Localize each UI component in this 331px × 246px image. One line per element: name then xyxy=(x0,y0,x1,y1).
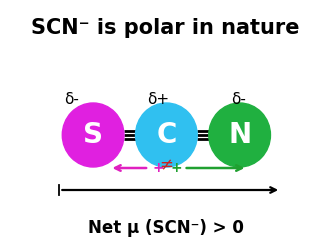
Text: +: + xyxy=(153,161,165,175)
Text: C: C xyxy=(156,121,176,149)
Text: SCN⁻ is polar in nature: SCN⁻ is polar in nature xyxy=(31,18,300,38)
Circle shape xyxy=(209,103,270,167)
Circle shape xyxy=(135,103,197,167)
Text: δ-: δ- xyxy=(65,92,79,108)
Circle shape xyxy=(62,103,124,167)
Text: δ+: δ+ xyxy=(148,92,170,108)
Text: S: S xyxy=(83,121,103,149)
Text: δ-: δ- xyxy=(231,92,246,108)
Text: N: N xyxy=(228,121,251,149)
Text: Net μ (SCN⁻) > 0: Net μ (SCN⁻) > 0 xyxy=(88,219,244,237)
Text: ≠: ≠ xyxy=(160,156,173,174)
Text: +: + xyxy=(170,161,182,175)
